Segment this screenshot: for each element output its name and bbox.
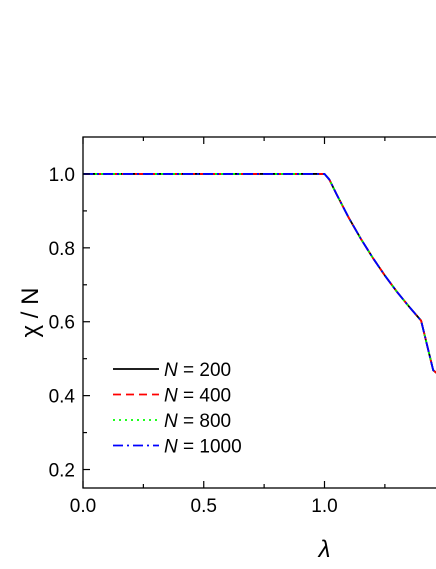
axis-titles: λ χ / N: [17, 288, 330, 563]
axes-layer: 0.00.51.010.20.40.60.81.0: [49, 136, 436, 517]
y-tick-label: 0.4: [49, 387, 76, 408]
legend-label-3: N = 800: [164, 411, 231, 432]
legend-label-1: N = 200: [164, 360, 231, 381]
legend: N = 200 N = 400 N = 800 N = 1000: [113, 360, 242, 458]
x-tick-label: 1.0: [311, 496, 337, 517]
y-tick-label: 1.0: [49, 165, 75, 186]
x-axis-title: λ: [317, 536, 331, 563]
series-line-4: [83, 173, 436, 374]
series-line-2: [83, 173, 436, 374]
series-layer: [83, 173, 436, 374]
plot-frame: [82, 136, 436, 489]
legend-label-2: N = 400: [164, 386, 231, 407]
x-tick-label: 0.5: [191, 496, 217, 517]
y-tick-label: 0.2: [49, 461, 75, 482]
x-tick-label: 0.0: [70, 496, 96, 517]
y-tick-label: 0.8: [49, 239, 75, 260]
legend-label-4: N = 1000: [164, 437, 242, 458]
y-axis-title: χ / N: [17, 288, 44, 338]
y-tick-label: 0.6: [49, 313, 75, 334]
